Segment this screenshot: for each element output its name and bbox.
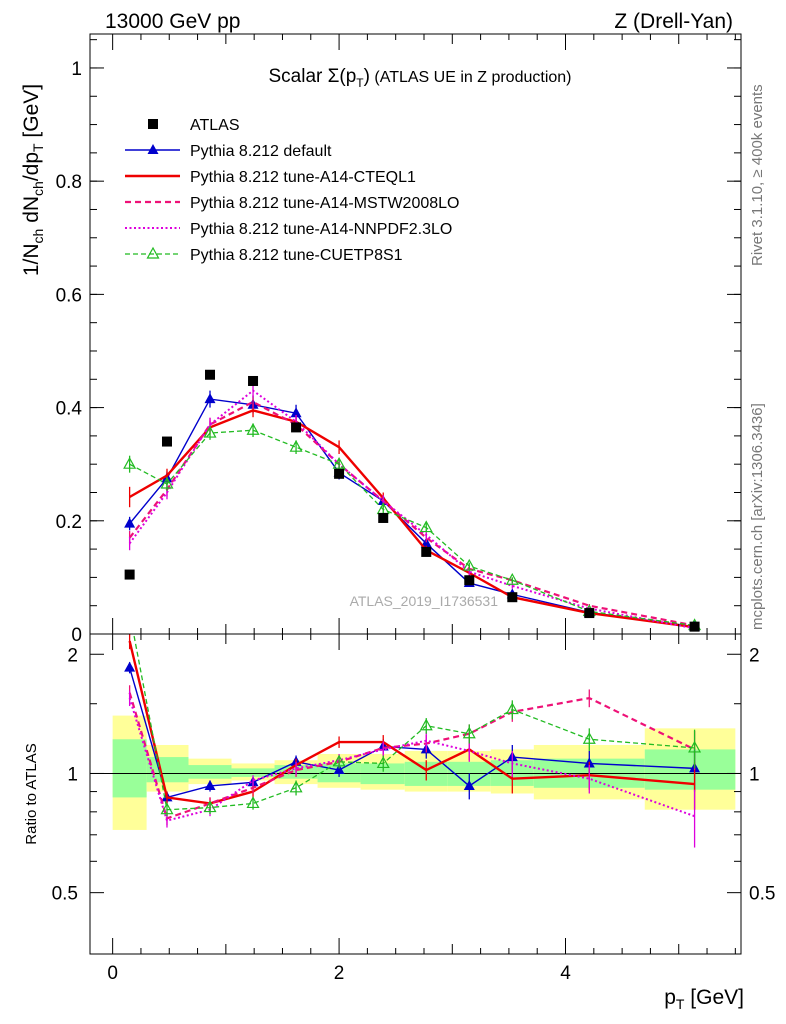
main-cuetp8s1-line — [129, 429, 695, 627]
atlas-data-point — [464, 575, 475, 586]
main-default-point — [290, 407, 302, 418]
ratio-cuetp8s1-point — [289, 780, 303, 793]
ratio-band-inner — [188, 765, 232, 779]
legend-atlas-marker — [148, 119, 158, 129]
ratio-default-point — [124, 661, 136, 672]
legend-cuetp8s1-marker — [146, 246, 160, 259]
main-ytick-label: 1 — [71, 59, 82, 80]
ratio-cuetp8s1-point — [124, 606, 135, 616]
atlas-data-point — [334, 468, 345, 479]
legend-atlas-label: ATLAS — [190, 117, 240, 134]
ratio-cuetp8s1-point — [246, 796, 260, 809]
ratio-ytick-label-right: 0.5 — [749, 884, 775, 905]
ratio-cuetp8s1-point — [462, 726, 476, 739]
atlas-data-point — [205, 369, 216, 380]
ratio-cuetp8s1-point — [582, 732, 596, 744]
ratio-default-point — [463, 779, 475, 790]
ratio-cuetp8s1-line — [133, 634, 695, 811]
ratio-frame — [89, 633, 742, 955]
ratio-ytick-label-right: 1 — [749, 764, 760, 785]
ratio-cuetp8s1-point — [688, 740, 702, 753]
main-cuetp8s1-point — [160, 476, 174, 489]
ratio-cuetp8s1-point — [203, 800, 217, 813]
site-label: mcplots.cern.ch [arXiv:1306.3436] — [749, 403, 766, 630]
main-frame — [89, 33, 742, 635]
ratio-cuetp8s1-point — [505, 702, 519, 715]
main-ytick-label: 0.2 — [56, 512, 82, 533]
ratio-plot-area — [124, 606, 702, 848]
main-title: Scalar Σ(pT) (ATLAS UE in Z production) — [268, 66, 571, 90]
ratio-nnpdf-line — [128, 697, 695, 822]
ratio-cteql1-line — [128, 640, 695, 805]
ratio-cuetp8s1-point — [419, 718, 433, 731]
legend-default-label: Pythia 8.212 default — [190, 143, 332, 160]
main-cuetp8s1-point — [332, 456, 346, 469]
ratio-band-inner — [231, 768, 275, 777]
ratio-bands — [112, 715, 736, 830]
ratio-ytick-label-right: 2 — [749, 645, 760, 666]
legend-nnpdf-label: Pythia 8.212 tune-A14-NNPDF2.3LO — [190, 221, 452, 238]
axes: 00.20.40.60.810 2 40.5 0.51 12 2 — [52, 34, 775, 984]
atlas-data-point — [378, 512, 389, 523]
main-cuetp8s1-point — [462, 558, 476, 571]
main-ytick-label: 0.6 — [56, 285, 82, 306]
atlas-data-point — [161, 436, 172, 447]
ratio-default-point — [333, 764, 345, 775]
legend-mstw-label: Pythia 8.212 tune-A14-MSTW2008LO — [190, 195, 459, 212]
rivet-label: Rivet 3.1.10, ≥ 400k events — [749, 84, 766, 266]
ratio-ylabel: Ratio to ATLAS — [23, 743, 40, 844]
legend-cteql1-label: Pythia 8.212 tune-A14-CTEQL1 — [190, 169, 416, 186]
legend-cuetp8s1-label: Pythia 8.212 tune-CUETP8S1 — [190, 247, 403, 264]
main-cuetp8s1-point — [246, 422, 260, 435]
main-default-point — [420, 537, 432, 548]
ratio-ytick-label: 0.5 — [52, 884, 78, 905]
analysis-watermark: ATLAS_2019_I1736531 — [350, 593, 499, 609]
ratio-cuetp8s1-point — [376, 756, 390, 769]
main-ytick-label: 0.4 — [56, 399, 83, 420]
ratio-ytick-label: 2 — [67, 645, 78, 666]
atlas-data-point — [124, 569, 135, 580]
main-cuetp8s1-point — [123, 456, 137, 469]
main-ytick-label: 0.8 — [56, 172, 82, 193]
atlas-data-point — [507, 592, 518, 603]
atlas-data-point — [584, 608, 595, 619]
atlas-data-point — [689, 621, 700, 632]
main-cuetp8s1-point — [203, 425, 217, 438]
main-ylabel: 1/Nch dNch/dpT [GeV] — [20, 84, 46, 276]
ratio-ytick-label: 1 — [67, 764, 78, 785]
ratio-xtick-label: 4 — [560, 963, 571, 984]
ratio-xtick-label: 0 — [107, 963, 118, 984]
main-default-point — [124, 517, 136, 528]
atlas-data-point — [421, 546, 432, 557]
main-cuetp8s1-point — [289, 439, 303, 452]
header-right: Z (Drell-Yan) — [614, 10, 733, 33]
atlas-data-point — [248, 375, 259, 386]
legend: ATLAS Pythia 8.212 default Pythia 8.212 tu… — [125, 117, 459, 264]
xlabel: pT [GeV] — [664, 986, 744, 1012]
ratio-default-line — [128, 667, 695, 799]
ratio-band-inner — [112, 739, 147, 798]
main-cuetp8s1-point — [505, 572, 519, 585]
main-cuetp8s1-point — [419, 520, 433, 533]
main-ytick-label: 0 — [71, 625, 82, 646]
header-left: 13000 GeV pp — [105, 10, 240, 33]
main-default-point — [204, 393, 216, 404]
main-plot-area — [123, 369, 702, 632]
ratio-default-point — [204, 779, 216, 790]
ratio-cuetp8s1-point — [160, 802, 174, 815]
ratio-cuetp8s1-point — [332, 754, 346, 767]
ratio-xtick-label: 2 — [334, 963, 345, 984]
atlas-data-point — [291, 422, 302, 433]
legend-default-marker — [147, 144, 159, 154]
